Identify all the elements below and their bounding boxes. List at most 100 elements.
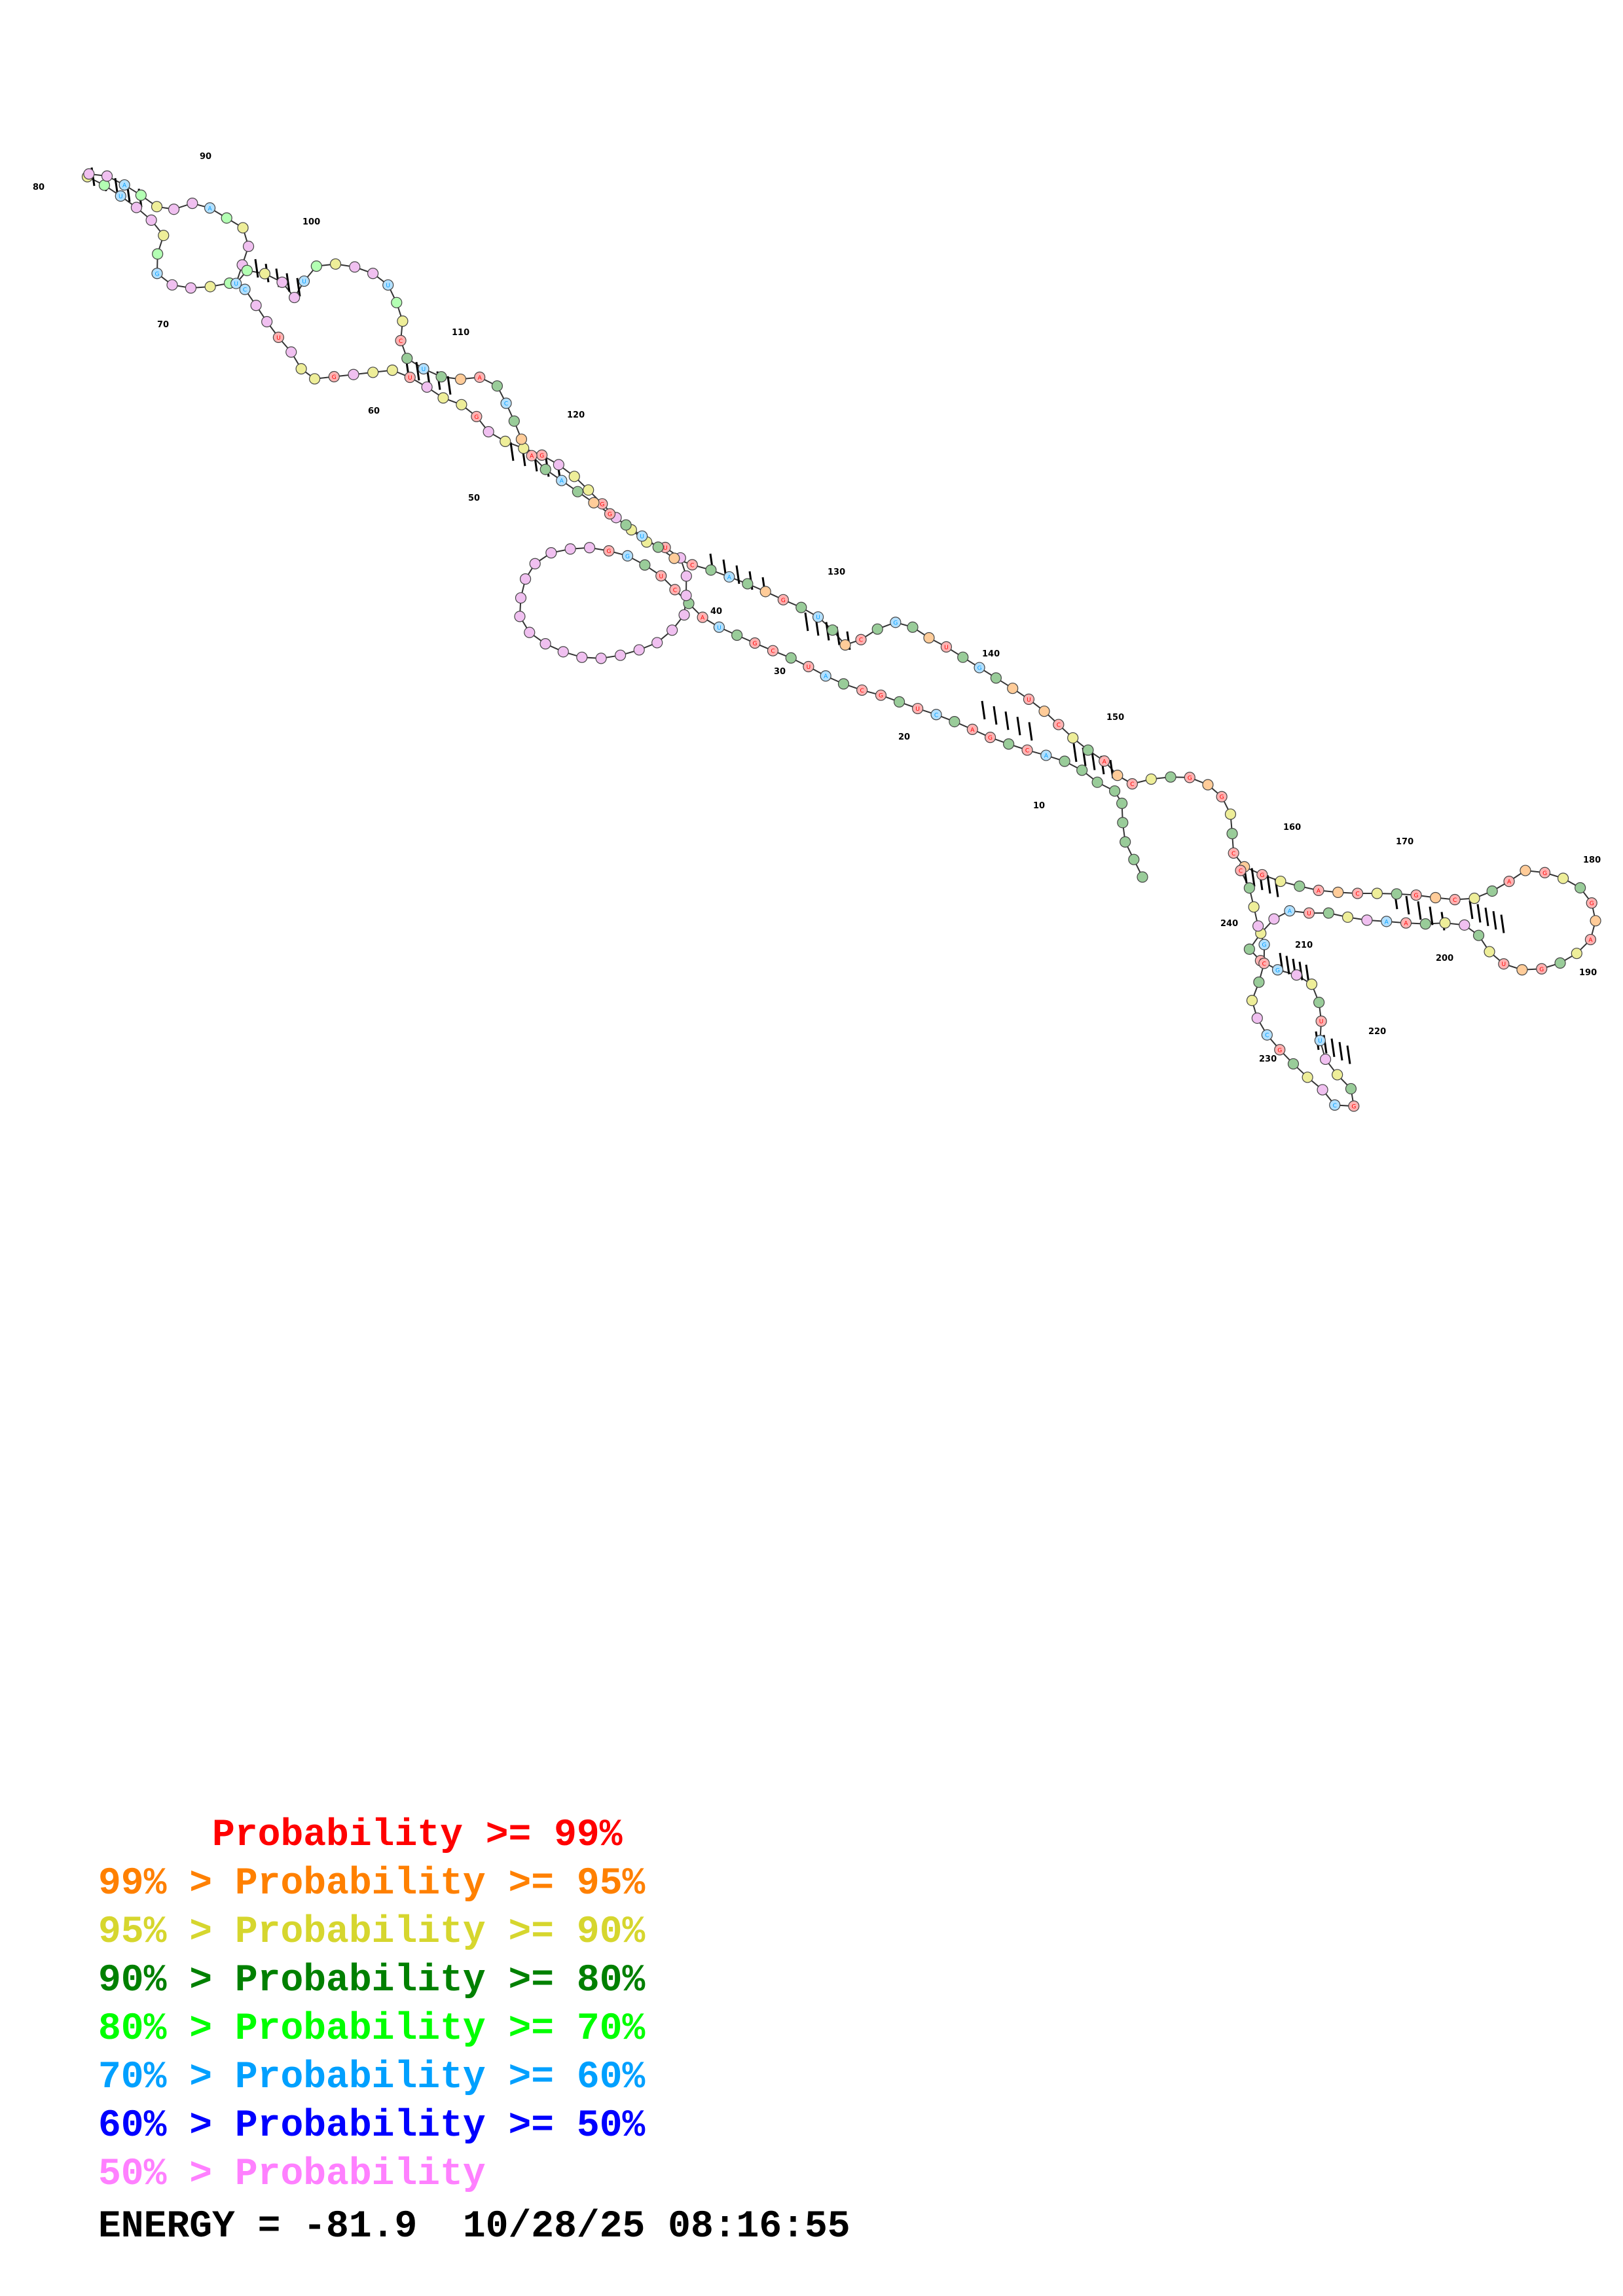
position-label: 70 (157, 320, 169, 330)
svg-text:C: C (1453, 897, 1457, 904)
svg-text:C: C (399, 338, 403, 345)
nucleotide: G (749, 637, 761, 649)
svg-text:G: G (977, 666, 982, 672)
svg-text:G: G (1542, 870, 1547, 877)
nucleotide: A (1313, 884, 1324, 896)
nucleotide (1059, 755, 1070, 767)
nucleotide: U (115, 190, 126, 202)
nucleotide: C (686, 559, 698, 571)
nucleotide (1520, 865, 1531, 876)
nucleotide (742, 578, 754, 590)
svg-text:G: G (1275, 967, 1280, 974)
base-pair (1405, 895, 1410, 915)
nucleotide: G (1410, 889, 1422, 901)
nucleotide: G (1539, 867, 1551, 878)
nucleotide (1430, 891, 1442, 904)
nucleotide (221, 212, 232, 224)
nucleotide (1313, 996, 1325, 1009)
position-label: 60 (368, 406, 380, 416)
nucleotide (397, 315, 409, 327)
svg-text:G: G (332, 374, 337, 381)
svg-text:G: G (1539, 967, 1544, 973)
svg-text:G: G (539, 453, 544, 459)
nucleotide (871, 623, 883, 635)
nucleotide (1117, 817, 1129, 829)
svg-text:C: C (1231, 851, 1235, 857)
svg-text:G: G (600, 501, 604, 508)
nucleotide: G (1348, 1100, 1360, 1112)
nucleotide (1317, 1084, 1328, 1096)
nucleotide (1332, 886, 1344, 898)
nucleotide (893, 696, 905, 708)
nucleotide: G (1258, 939, 1270, 950)
nucleotide: A (474, 371, 486, 383)
svg-text:G: G (155, 271, 160, 278)
nucleotide (241, 264, 253, 276)
nucleotide: U (655, 570, 667, 582)
nucleotide: U (298, 275, 310, 287)
nucleotide: U (1303, 907, 1315, 919)
nucleotide (1243, 882, 1255, 894)
nucleotide (1082, 744, 1094, 756)
nucleotide (367, 268, 379, 279)
nucleotide (576, 651, 588, 663)
nucleotide (545, 547, 557, 559)
nucleotide (588, 497, 600, 509)
svg-text:A: A (1317, 888, 1321, 895)
nucleotide (329, 258, 342, 270)
nucleotide (1516, 964, 1528, 976)
nucleotide (1226, 828, 1238, 840)
position-label: 230 (1259, 1054, 1277, 1064)
base-pair (1417, 901, 1422, 920)
nucleotide: G (984, 732, 996, 744)
backbone-line (86, 173, 1597, 1107)
svg-text:A: A (208, 206, 212, 212)
base-pair (1338, 1041, 1343, 1061)
nucleotide (595, 653, 607, 664)
nucleotide (285, 346, 297, 358)
nucleotide (508, 415, 520, 427)
nucleotide (1290, 969, 1302, 981)
position-label: 90 (200, 152, 211, 162)
nucleotide (204, 281, 216, 293)
nucleotide (456, 399, 467, 410)
nucleotide (1554, 957, 1566, 969)
nucleotide: A (526, 450, 538, 461)
nucleotide: G (604, 508, 616, 520)
nucleotide: A (966, 723, 978, 735)
nucleotide (785, 652, 797, 664)
base-pair (285, 273, 291, 292)
nucleotide (1459, 919, 1470, 931)
nucleotide (259, 268, 270, 279)
legend-row-low: 50% > Probability (98, 2153, 486, 2196)
nucleotide (1224, 808, 1237, 820)
svg-text:A: A (122, 183, 127, 189)
nucleotide (1007, 683, 1019, 694)
nucleotide: G (875, 689, 887, 701)
base-pair (804, 612, 809, 632)
svg-text:U: U (386, 283, 390, 289)
svg-text:C: C (1262, 961, 1266, 967)
nucleotide (1246, 995, 1258, 1007)
nucleotide (483, 426, 494, 438)
nucleotide: U (940, 641, 953, 653)
base-pair (981, 700, 986, 720)
svg-text:A: A (530, 454, 534, 460)
nucleotide (1294, 880, 1305, 892)
nucleotide: U (713, 621, 725, 633)
nucleotide (454, 373, 467, 386)
nucleotide (1116, 797, 1128, 810)
nucleotide (1439, 917, 1451, 929)
nucleotide: U (1498, 958, 1510, 970)
svg-text:U: U (408, 375, 412, 382)
nucleotide (135, 189, 147, 201)
legend-row-95: 99% > Probability >= 95% (98, 1863, 646, 1905)
nucleotide (651, 637, 663, 649)
svg-text:G: G (1220, 795, 1224, 801)
nucleotide: U (812, 611, 824, 623)
nucleotide (583, 542, 596, 554)
nucleotide: C (1126, 778, 1138, 790)
nucleotide: A (1400, 917, 1412, 929)
base-pair (415, 361, 420, 381)
